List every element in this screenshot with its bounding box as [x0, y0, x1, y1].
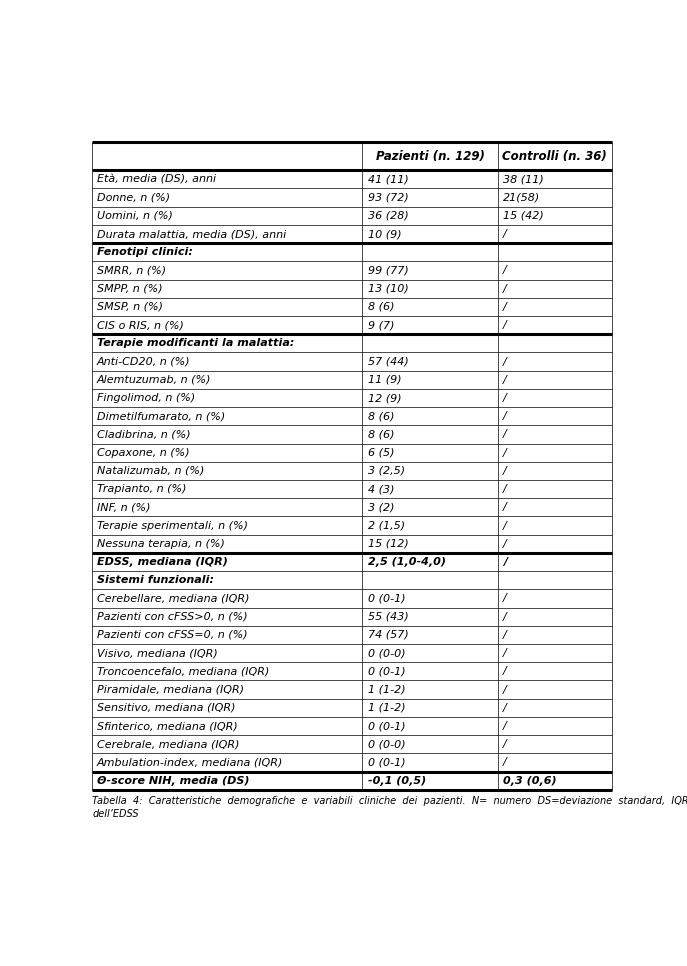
Text: Ambulation-index, mediana (IQR): Ambulation-index, mediana (IQR)	[96, 757, 283, 767]
Text: /: /	[503, 412, 507, 421]
Text: SMRR, n (%): SMRR, n (%)	[96, 266, 166, 275]
Text: 8 (6): 8 (6)	[368, 412, 394, 421]
Text: /: /	[503, 447, 507, 458]
Text: /: /	[503, 430, 507, 440]
Text: 13 (10): 13 (10)	[368, 284, 409, 294]
Text: CIS o RIS, n (%): CIS o RIS, n (%)	[96, 320, 183, 330]
Text: 55 (43): 55 (43)	[368, 611, 409, 622]
Text: Dimetilfumarato, n (%): Dimetilfumarato, n (%)	[96, 412, 225, 421]
Text: Uomini, n (%): Uomini, n (%)	[96, 211, 172, 221]
Text: Anti-CD20, n (%): Anti-CD20, n (%)	[96, 356, 190, 366]
Text: /: /	[503, 375, 507, 384]
Text: /: /	[503, 284, 507, 294]
Text: 15 (12): 15 (12)	[368, 539, 409, 549]
Text: /: /	[503, 539, 507, 549]
Text: 2 (1,5): 2 (1,5)	[368, 521, 405, 530]
Text: 36 (28): 36 (28)	[368, 211, 409, 221]
Text: /: /	[503, 302, 507, 312]
Text: Piramidale, mediana (IQR): Piramidale, mediana (IQR)	[96, 685, 244, 695]
Text: /: /	[503, 266, 507, 275]
Text: /: /	[503, 320, 507, 330]
Text: 21(58): 21(58)	[503, 192, 540, 203]
Text: Terapie modificanti la malattia:: Terapie modificanti la malattia:	[96, 338, 294, 349]
Text: Sistemi funzionali:: Sistemi funzionali:	[96, 575, 214, 585]
Text: 99 (77): 99 (77)	[368, 266, 409, 275]
Text: 41 (11): 41 (11)	[368, 174, 409, 185]
Text: 57 (44): 57 (44)	[368, 356, 409, 366]
Text: /: /	[503, 502, 507, 512]
Text: EDSS, mediana (IQR): EDSS, mediana (IQR)	[96, 557, 227, 567]
Text: 6 (5): 6 (5)	[368, 447, 394, 458]
Text: Pazienti con cFSS=0, n (%): Pazienti con cFSS=0, n (%)	[96, 630, 247, 639]
Text: /: /	[503, 757, 507, 767]
Text: /: /	[503, 593, 507, 604]
Text: /: /	[503, 667, 507, 676]
Text: /: /	[503, 557, 507, 567]
Text: Visivo, mediana (IQR): Visivo, mediana (IQR)	[96, 648, 217, 658]
Text: 8 (6): 8 (6)	[368, 302, 394, 312]
Text: 3 (2): 3 (2)	[368, 502, 394, 512]
Text: /: /	[503, 484, 507, 495]
Text: Controlli (n. 36): Controlli (n. 36)	[502, 150, 607, 162]
Text: /: /	[503, 393, 507, 403]
Text: 12 (9): 12 (9)	[368, 393, 401, 403]
Text: /: /	[503, 721, 507, 731]
Text: 11 (9): 11 (9)	[368, 375, 401, 384]
Text: Cladibrina, n (%): Cladibrina, n (%)	[96, 430, 190, 440]
Text: -0,1 (0,5): -0,1 (0,5)	[368, 776, 426, 785]
Text: Troncoencefalo, mediana (IQR): Troncoencefalo, mediana (IQR)	[96, 667, 269, 676]
Text: INF, n (%): INF, n (%)	[96, 502, 150, 512]
Text: Durata malattia, media (DS), anni: Durata malattia, media (DS), anni	[96, 229, 286, 239]
Text: Θ-score NIH, media (DS): Θ-score NIH, media (DS)	[96, 776, 249, 785]
Text: Cerebrale, mediana (IQR): Cerebrale, mediana (IQR)	[96, 739, 239, 750]
Text: Sensitivo, mediana (IQR): Sensitivo, mediana (IQR)	[96, 703, 235, 713]
Text: Tabella  4:  Caratteristiche  demografiche  e  variabili  cliniche  dei  pazient: Tabella 4: Caratteristiche demografiche …	[92, 796, 687, 819]
Text: 15 (42): 15 (42)	[503, 211, 543, 221]
Text: 0 (0-1): 0 (0-1)	[368, 757, 405, 767]
Text: SMSP, n (%): SMSP, n (%)	[96, 302, 163, 312]
Text: 0 (0-1): 0 (0-1)	[368, 721, 405, 731]
Text: Terapie sperimentali, n (%): Terapie sperimentali, n (%)	[96, 521, 247, 530]
Text: /: /	[503, 703, 507, 713]
Text: Età, media (DS), anni: Età, media (DS), anni	[96, 174, 216, 185]
Text: Pazienti (n. 129): Pazienti (n. 129)	[376, 150, 484, 162]
Text: 3 (2,5): 3 (2,5)	[368, 466, 405, 476]
Text: /: /	[503, 229, 507, 239]
Text: Pazienti con cFSS>0, n (%): Pazienti con cFSS>0, n (%)	[96, 611, 247, 622]
Text: 93 (72): 93 (72)	[368, 192, 409, 203]
Text: 0 (0-0): 0 (0-0)	[368, 648, 405, 658]
Text: Cerebellare, mediana (IQR): Cerebellare, mediana (IQR)	[96, 593, 249, 604]
Text: Sfinterico, mediana (IQR): Sfinterico, mediana (IQR)	[96, 721, 237, 731]
Text: 4 (3): 4 (3)	[368, 484, 394, 495]
Text: 1 (1-2): 1 (1-2)	[368, 703, 405, 713]
Text: /: /	[503, 739, 507, 750]
Text: 2,5 (1,0-4,0): 2,5 (1,0-4,0)	[368, 557, 446, 567]
Text: 0 (0-1): 0 (0-1)	[368, 593, 405, 604]
Text: Alemtuzumab, n (%): Alemtuzumab, n (%)	[96, 375, 211, 384]
Text: SMPP, n (%): SMPP, n (%)	[96, 284, 162, 294]
Text: Nessuna terapia, n (%): Nessuna terapia, n (%)	[96, 539, 225, 549]
Text: 9 (7): 9 (7)	[368, 320, 394, 330]
Text: 0 (0-1): 0 (0-1)	[368, 667, 405, 676]
Text: /: /	[503, 685, 507, 695]
Text: /: /	[503, 521, 507, 530]
Text: /: /	[503, 466, 507, 476]
Text: /: /	[503, 648, 507, 658]
Text: 0,3 (0,6): 0,3 (0,6)	[503, 776, 556, 785]
Text: 0 (0-0): 0 (0-0)	[368, 739, 405, 750]
Text: Fingolimod, n (%): Fingolimod, n (%)	[96, 393, 195, 403]
Text: /: /	[503, 630, 507, 639]
Text: Fenotipi clinici:: Fenotipi clinici:	[96, 247, 192, 257]
Text: /: /	[503, 356, 507, 366]
Text: Donne, n (%): Donne, n (%)	[96, 192, 170, 203]
Text: 10 (9): 10 (9)	[368, 229, 401, 239]
Text: 8 (6): 8 (6)	[368, 430, 394, 440]
Text: Copaxone, n (%): Copaxone, n (%)	[96, 447, 189, 458]
Text: Trapianto, n (%): Trapianto, n (%)	[96, 484, 186, 495]
Text: 38 (11): 38 (11)	[503, 174, 543, 185]
Text: Natalizumab, n (%): Natalizumab, n (%)	[96, 466, 204, 476]
Text: 74 (57): 74 (57)	[368, 630, 409, 639]
Text: /: /	[503, 611, 507, 622]
Text: 1 (1-2): 1 (1-2)	[368, 685, 405, 695]
